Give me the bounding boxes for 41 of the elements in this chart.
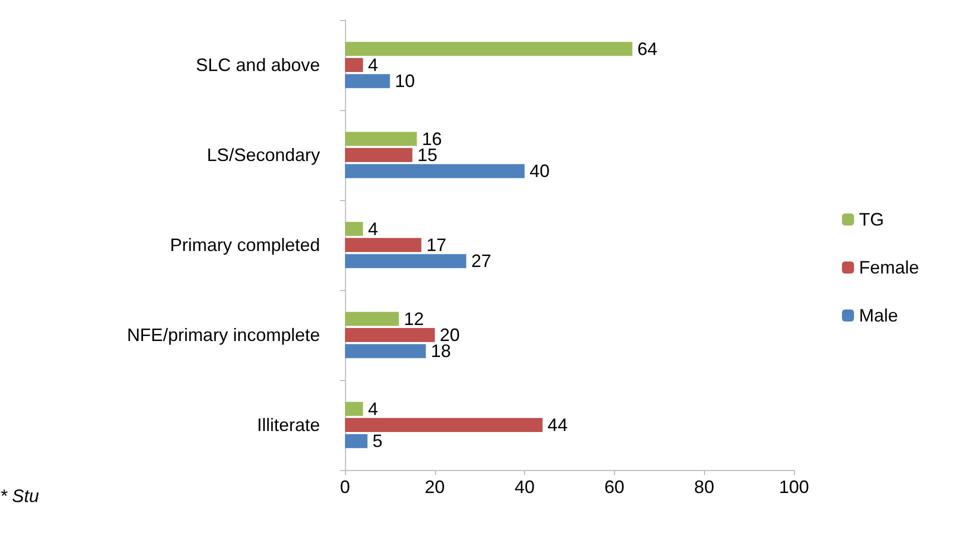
- x-tick-label: 80: [694, 477, 714, 497]
- data-label: 4: [368, 218, 378, 239]
- data-label: 10: [394, 71, 415, 92]
- y-tick-label: Illiterate: [256, 415, 320, 435]
- bar: [345, 312, 399, 326]
- legend-label: Male: [858, 306, 898, 326]
- y-tick-label: SLC and above: [196, 55, 320, 75]
- bar: [345, 222, 363, 236]
- bar: [345, 164, 525, 178]
- data-label: 27: [471, 251, 492, 272]
- y-tick-label: LS/Secondary: [206, 145, 320, 165]
- bar: [345, 74, 390, 88]
- x-tick-label: 60: [604, 477, 624, 497]
- y-tick-label: Primary completed: [170, 235, 320, 255]
- x-tick-label: 0: [340, 477, 350, 497]
- bar: [345, 42, 632, 56]
- bar: [345, 58, 363, 72]
- bar: [345, 328, 435, 342]
- legend-label: Female: [858, 258, 920, 278]
- bar: [345, 434, 368, 448]
- bar: [345, 344, 426, 358]
- data-label: 5: [372, 431, 382, 452]
- bar: [345, 148, 412, 162]
- bar: [345, 402, 363, 416]
- data-label: 4: [368, 398, 378, 419]
- data-label: 40: [530, 161, 550, 182]
- bar: [345, 132, 417, 146]
- x-tick-label: 100: [778, 477, 810, 497]
- text: * Stu: [0, 486, 40, 506]
- bar: [345, 238, 422, 252]
- data-label: 17: [426, 235, 446, 255]
- y-tick-label: NFE/primary incomplete: [126, 325, 320, 345]
- data-label: 64: [637, 38, 658, 59]
- data-label: 12: [404, 308, 424, 329]
- data-label: 4: [368, 55, 378, 75]
- legend-label: TG: [858, 210, 884, 230]
- x-tick-label: 20: [424, 477, 445, 497]
- x-tick-label: 40: [514, 477, 535, 497]
- bar: [345, 418, 543, 432]
- data-label: 44: [548, 415, 568, 435]
- bar: [345, 254, 466, 268]
